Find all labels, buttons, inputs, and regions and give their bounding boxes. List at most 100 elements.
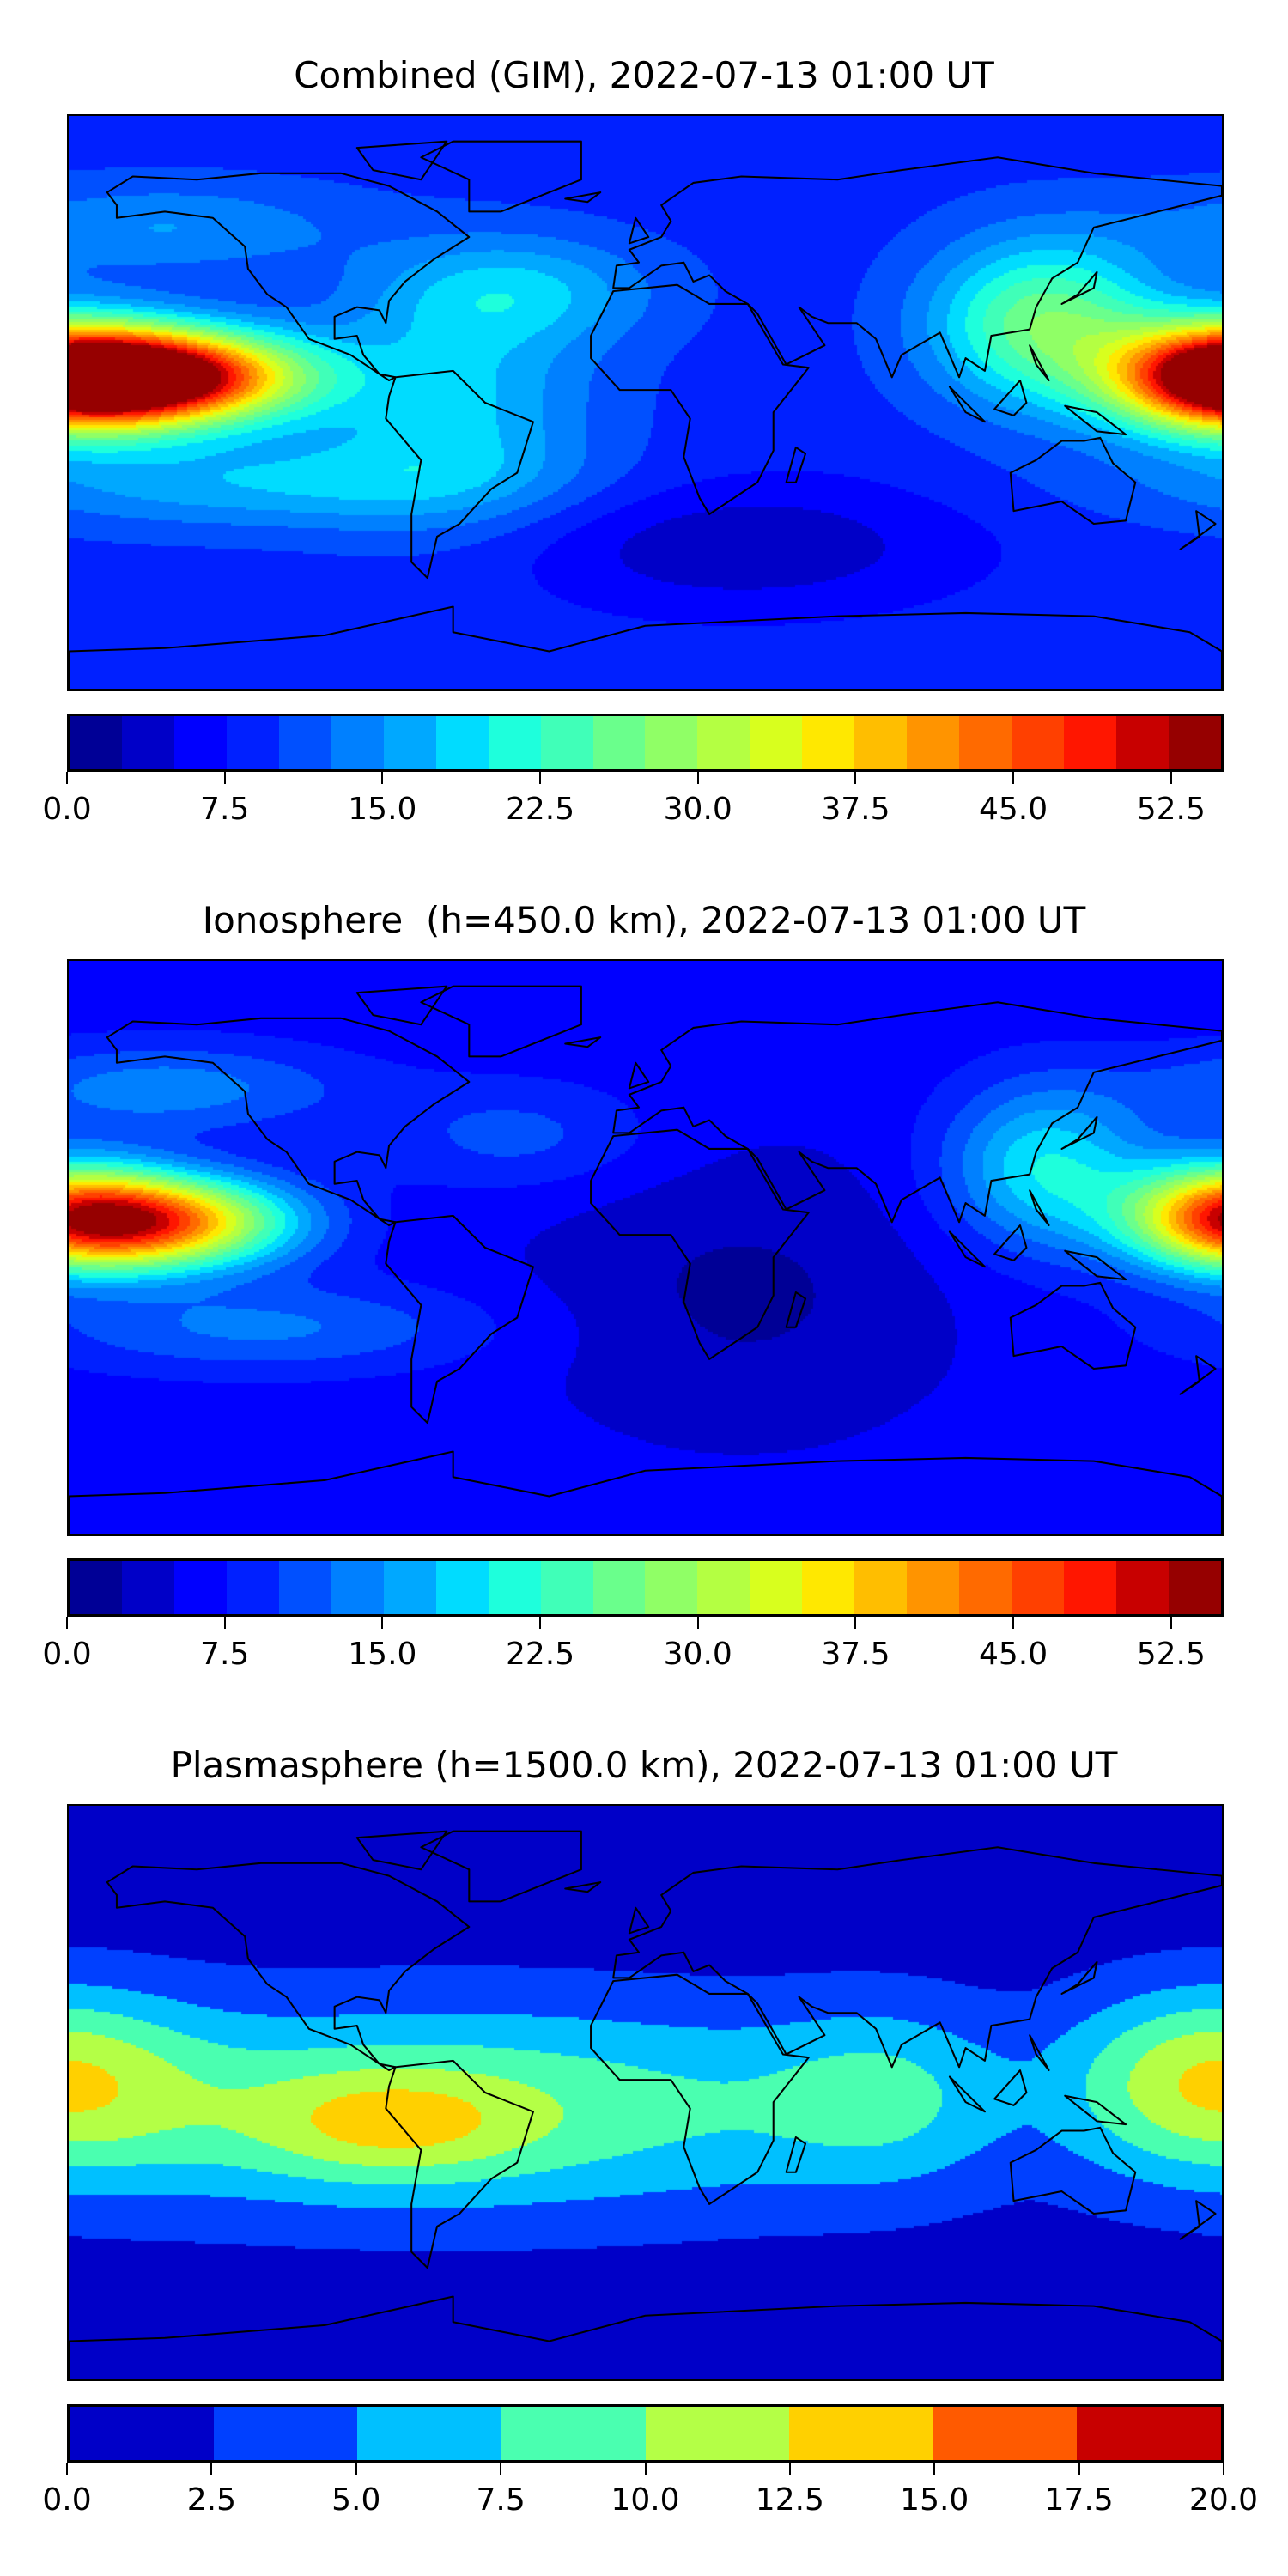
- colorbar-tick-mark: [854, 1617, 857, 1629]
- coastline: [628, 1061, 650, 1090]
- colorbar-tick-mark: [1078, 2463, 1080, 2475]
- ionosphere-title: Ionosphere (h=450.0 km), 2022-07-13 01:0…: [202, 899, 1086, 941]
- ionosphere-map: [67, 959, 1224, 1536]
- colorbar-tick-label: 7.5: [200, 1637, 250, 1672]
- coastline: [1060, 270, 1098, 305]
- colorbar-level-15: [854, 1561, 908, 1614]
- coastline: [385, 2059, 534, 2269]
- colorbar-tick-mark: [933, 2463, 936, 2475]
- colorbar-level-1: [213, 2407, 358, 2460]
- colorbar-tick-mark: [381, 1617, 384, 1629]
- colorbar-tick-label: 0.0: [42, 2482, 92, 2518]
- ionosphere-colorbar: [67, 1558, 1224, 1617]
- coastlines: [69, 1830, 1222, 2379]
- coastline: [612, 1846, 1222, 2069]
- colorbar-level-3: [226, 716, 279, 769]
- colorbar-level-13: [750, 716, 803, 769]
- colorbar-level-4: [278, 1561, 331, 1614]
- colorbar-level-6: [383, 1561, 436, 1614]
- colorbar-tick-label: 45.0: [979, 1637, 1048, 1672]
- colorbar-tick-label: 15.0: [348, 792, 417, 827]
- colorbar-tick-label: 2.5: [186, 2482, 237, 2518]
- colorbar-level-15: [854, 716, 908, 769]
- colorbar-level-12: [697, 1561, 750, 1614]
- colorbar-level-14: [802, 1561, 855, 1614]
- colorbar-tick-mark: [1223, 2463, 1224, 2475]
- coastline: [69, 2295, 1222, 2379]
- colorbar-tick-label: 15.0: [900, 2482, 969, 2518]
- coastline: [993, 2069, 1028, 2106]
- plasmasphere-colorbar-ticks: 0.0 2.5 5.0 7.5 10.0 12.5 15.0 17.5 20.0: [42, 2463, 1258, 2531]
- colorbar-tick-label: 22.5: [505, 1637, 575, 1672]
- coastline: [1029, 2034, 1050, 2072]
- coastline: [1009, 1281, 1137, 1370]
- colorbar-tick-label: 37.5: [821, 1637, 890, 1672]
- coastline: [785, 2136, 807, 2173]
- coastline: [1064, 2094, 1127, 2126]
- coastline: [1029, 1189, 1050, 1227]
- colorbar-tick-label: 0.0: [42, 792, 92, 827]
- ionosphere-colorbar-ticks: 0.0 7.5 15.0 22.5 30.0 37.5 45.0 52.5: [42, 1617, 1224, 1686]
- colorbar-tick-mark: [381, 772, 384, 784]
- colorbar-level-7: [1077, 2407, 1221, 2460]
- colorbar-level-14: [802, 716, 855, 769]
- coastline: [785, 1291, 807, 1328]
- colorbar-level-11: [645, 1561, 698, 1614]
- coastline: [385, 1214, 534, 1425]
- coastline: [1179, 510, 1217, 550]
- colorbar-level-21: [1169, 716, 1221, 769]
- colorbar-tick-label: 17.5: [1044, 2482, 1114, 2518]
- coastline: [590, 283, 810, 515]
- coastline: [993, 380, 1028, 416]
- colorbar-tick-label: 20.0: [1188, 2482, 1259, 2518]
- coastline: [420, 140, 582, 213]
- coastline: [1029, 344, 1050, 382]
- colorbar-tick-mark: [66, 2463, 68, 2475]
- coastline: [948, 2075, 986, 2113]
- colorbar-level-20: [1116, 1561, 1170, 1614]
- tec-field-contours: [69, 116, 1222, 690]
- coastline: [69, 1450, 1222, 1534]
- colorbar-level-1: [121, 1561, 174, 1614]
- colorbar-level-21: [1169, 1561, 1221, 1614]
- colorbar-level-0: [70, 2407, 214, 2460]
- coastline: [948, 1230, 986, 1268]
- colorbar-tick-mark: [696, 772, 699, 784]
- coastline: [106, 1862, 471, 2072]
- coastline: [1060, 1115, 1098, 1150]
- colorbar-level-19: [1064, 716, 1117, 769]
- tec-field-contours: [69, 1806, 1222, 2379]
- colorbar-tick-mark: [539, 772, 542, 784]
- colorbar-level-13: [750, 1561, 803, 1614]
- coastline: [564, 1881, 602, 1893]
- colorbar-level-0: [70, 1561, 122, 1614]
- colorbar-tick-label: 12.5: [755, 2482, 824, 2518]
- tec-field-contours: [69, 961, 1222, 1534]
- colorbar-level-6: [383, 716, 436, 769]
- colorbar-level-0: [70, 716, 122, 769]
- colorbar-tick-mark: [223, 772, 226, 784]
- coastline: [1064, 1249, 1127, 1281]
- colorbar-tick-label: 30.0: [663, 792, 732, 827]
- coastline: [993, 1224, 1028, 1261]
- coastline: [590, 1973, 810, 2205]
- colorbar-level-5: [331, 1561, 384, 1614]
- coastline: [1009, 436, 1137, 526]
- colorbar-level-17: [959, 1561, 1012, 1614]
- coastline: [106, 172, 471, 382]
- coastlines: [69, 985, 1222, 1534]
- colorbar-tick-label: 5.0: [331, 2482, 381, 2518]
- colorbar-level-11: [645, 716, 698, 769]
- coastline: [1179, 2200, 1217, 2240]
- colorbar-level-8: [488, 1561, 541, 1614]
- colorbar-tick-mark: [66, 772, 68, 784]
- coastlines: [69, 140, 1222, 690]
- colorbar-tick-label: 52.5: [1136, 1637, 1206, 1672]
- colorbar-level-1: [121, 716, 174, 769]
- colorbar-tick-mark: [1012, 772, 1015, 784]
- colorbar-tick-label: 0.0: [42, 1637, 92, 1672]
- coastline: [564, 1036, 602, 1048]
- colorbar-level-4: [278, 716, 331, 769]
- coastline: [948, 386, 986, 423]
- colorbar-level-18: [1012, 1561, 1065, 1614]
